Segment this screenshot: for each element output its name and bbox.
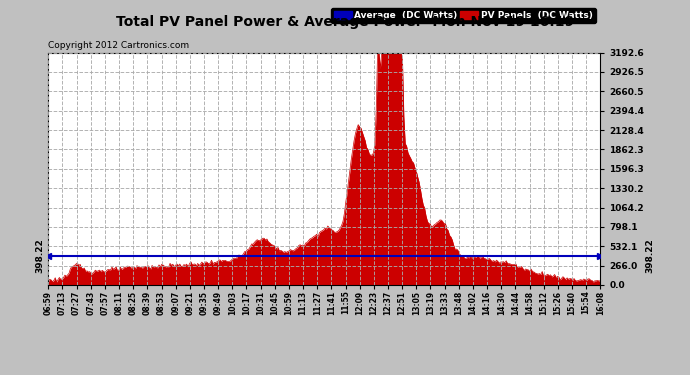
Text: Copyright 2012 Cartronics.com: Copyright 2012 Cartronics.com [48, 41, 190, 50]
Text: 398.22: 398.22 [36, 238, 45, 273]
Text: Total PV Panel Power & Average Power  Mon Nov 19 16:19: Total PV Panel Power & Average Power Mon… [116, 15, 574, 29]
Text: 398.22: 398.22 [645, 238, 654, 273]
Legend: Average  (DC Watts), PV Panels  (DC Watts): Average (DC Watts), PV Panels (DC Watts) [331, 8, 595, 23]
